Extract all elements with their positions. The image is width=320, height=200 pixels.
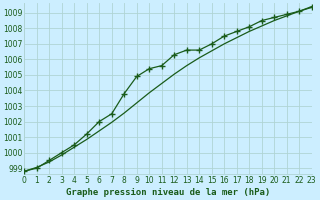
- X-axis label: Graphe pression niveau de la mer (hPa): Graphe pression niveau de la mer (hPa): [66, 188, 270, 197]
